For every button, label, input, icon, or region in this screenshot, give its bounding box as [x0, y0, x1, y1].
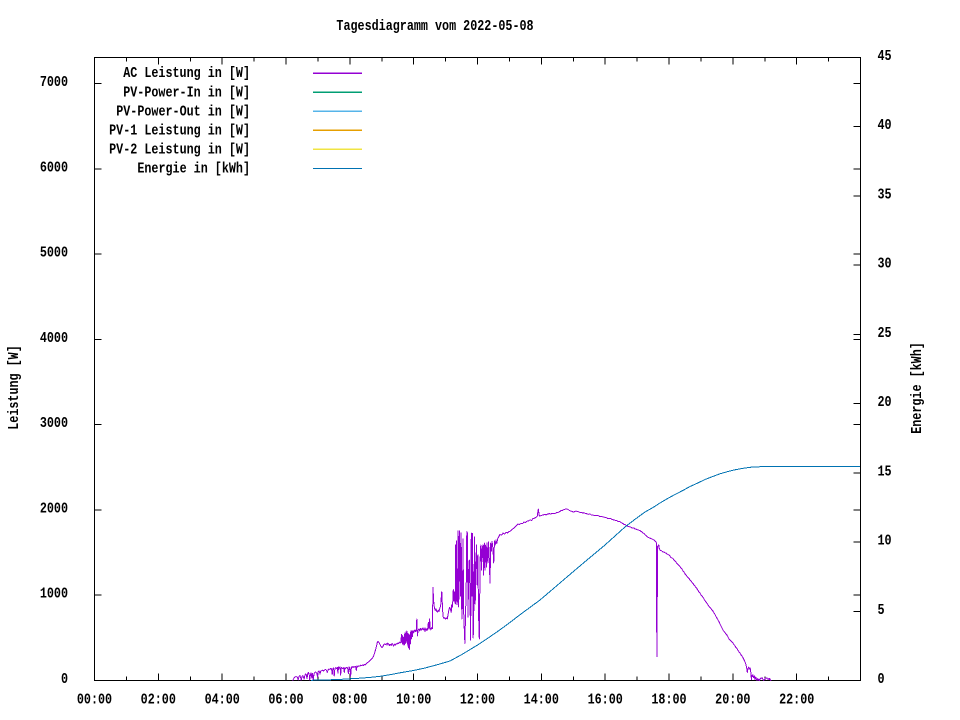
svg-text:10:00: 10:00 — [396, 691, 431, 708]
svg-text:5: 5 — [878, 602, 885, 619]
svg-text:PV-1 Leistung in [W]: PV-1 Leistung in [W] — [109, 122, 250, 139]
svg-text:4000: 4000 — [40, 330, 68, 347]
svg-text:15: 15 — [878, 463, 892, 480]
svg-text:20: 20 — [878, 394, 892, 411]
svg-text:Energie in [kWh]: Energie in [kWh] — [137, 160, 250, 177]
svg-text:2000: 2000 — [40, 500, 68, 517]
svg-text:3000: 3000 — [40, 415, 68, 432]
svg-text:45: 45 — [878, 48, 892, 65]
svg-text:10: 10 — [878, 532, 892, 549]
svg-text:5000: 5000 — [40, 244, 68, 261]
svg-text:Tagesdiagramm vom 2022-05-08: Tagesdiagramm vom 2022-05-08 — [336, 18, 533, 35]
svg-text:04:00: 04:00 — [205, 691, 240, 708]
svg-text:35: 35 — [878, 186, 892, 203]
svg-text:AC Leistung in [W]: AC Leistung in [W] — [123, 65, 250, 82]
svg-text:6000: 6000 — [40, 159, 68, 176]
svg-text:00:00: 00:00 — [77, 691, 112, 708]
svg-text:08:00: 08:00 — [332, 691, 367, 708]
svg-text:16:00: 16:00 — [588, 691, 623, 708]
svg-text:20:00: 20:00 — [715, 691, 750, 708]
svg-text:25: 25 — [878, 325, 892, 342]
svg-text:7000: 7000 — [40, 74, 68, 91]
svg-text:PV-Power-In in [W]: PV-Power-In in [W] — [123, 84, 250, 101]
svg-text:30: 30 — [878, 256, 892, 273]
svg-text:22:00: 22:00 — [779, 691, 814, 708]
svg-text:Energie [kWh]: Energie [kWh] — [909, 342, 926, 434]
svg-text:Leistung [W]: Leistung [W] — [6, 345, 23, 430]
svg-text:06:00: 06:00 — [268, 691, 303, 708]
svg-text:0: 0 — [61, 671, 68, 688]
svg-text:12:00: 12:00 — [460, 691, 495, 708]
svg-text:PV-Power-Out in [W]: PV-Power-Out in [W] — [116, 103, 250, 120]
svg-text:14:00: 14:00 — [524, 691, 559, 708]
svg-text:18:00: 18:00 — [651, 691, 686, 708]
svg-text:1000: 1000 — [40, 586, 68, 603]
svg-text:02:00: 02:00 — [141, 691, 176, 708]
svg-text:0: 0 — [878, 671, 885, 688]
svg-text:PV-2 Leistung in [W]: PV-2 Leistung in [W] — [109, 141, 250, 158]
svg-text:40: 40 — [878, 117, 892, 134]
